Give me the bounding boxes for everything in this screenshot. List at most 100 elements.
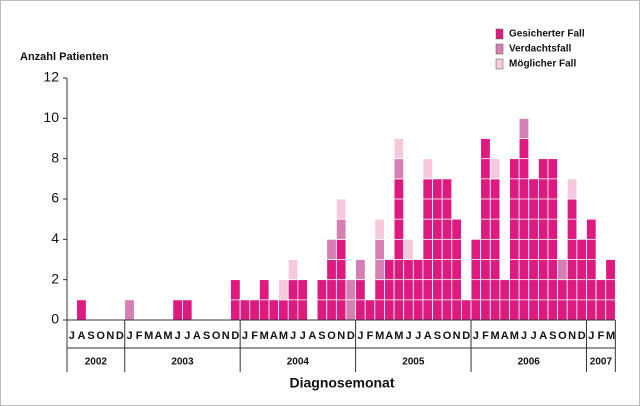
x-tick-label: A [77, 330, 85, 342]
y-tick-label: 8 [51, 149, 59, 165]
x-tick-label: F [598, 330, 605, 342]
x-tick-label: A [424, 330, 432, 342]
x-tick-label: D [347, 330, 355, 342]
y-tick-label: 10 [43, 109, 59, 125]
bar-segment [403, 259, 414, 321]
x-tick-label: S [203, 330, 210, 342]
x-tick-label: F [136, 330, 143, 342]
x-tick-label: J [175, 330, 181, 342]
x-tick-label: D [231, 330, 239, 342]
x-tick-label: S [318, 330, 325, 342]
bar-segment [441, 178, 453, 321]
x-tick-label: F [367, 330, 374, 342]
bar-segment [335, 198, 347, 220]
x-tick-label: S [434, 330, 441, 342]
legend-swatch [495, 43, 504, 55]
x-tick-label: N [106, 330, 114, 342]
bar-segment [518, 117, 530, 139]
x-tick-label: J [184, 330, 190, 342]
year-label: 2006 [518, 357, 541, 368]
legend-label: Gesicherter Fall [509, 29, 585, 40]
x-tick-label: J [126, 330, 132, 342]
x-tick-label: A [501, 330, 509, 342]
x-tick-label: J [588, 330, 594, 342]
x-tick-label: J [415, 330, 421, 342]
bar-segment [278, 279, 289, 301]
x-tick-label: M [394, 330, 403, 342]
x-tick-label: J [357, 330, 363, 342]
bar-segment [76, 299, 87, 321]
bar-segment [403, 238, 414, 260]
bar-segment [278, 299, 289, 321]
x-tick-label: J [473, 330, 479, 342]
x-tick-label: J [531, 330, 537, 342]
bar-segment [374, 218, 385, 240]
bar-segment [287, 259, 299, 281]
bar-segment [518, 138, 530, 321]
x-tick-label: D [578, 330, 586, 342]
y-tick-label: 4 [51, 230, 59, 246]
x-tick-label: J [521, 330, 527, 342]
x-tick-label: J [290, 330, 296, 342]
x-tick-label: N [568, 330, 576, 342]
x-tick-label: S [549, 330, 556, 342]
year-label: 2003 [171, 357, 194, 368]
bar-segment [384, 259, 395, 321]
x-tick-label: J [300, 330, 306, 342]
x-tick-label: M [260, 330, 269, 342]
x-tick-label: O [327, 330, 336, 342]
bar-segment [480, 138, 491, 321]
x-tick-label: A [270, 330, 278, 342]
legend-swatch [495, 28, 504, 40]
bar-segment [412, 259, 424, 321]
x-axis-title: Diagnosemonat [289, 375, 394, 391]
bar-segment [364, 299, 376, 321]
x-tick-label: M [163, 330, 172, 342]
bar-segment [451, 218, 462, 321]
bar-segment [335, 218, 347, 240]
x-tick-label: J [69, 330, 75, 342]
y-tick-label: 2 [51, 270, 59, 286]
bar-segment [172, 299, 183, 321]
bar-segment [393, 158, 405, 180]
x-tick-label: M [491, 330, 500, 342]
bar-segment [557, 259, 568, 281]
y-tick-label: 6 [51, 190, 59, 206]
x-tick-label: D [462, 330, 470, 342]
x-tick-label: S [87, 330, 94, 342]
year-label: 2005 [402, 357, 425, 368]
bar-segment [326, 259, 337, 321]
y-tick-label: 12 [43, 69, 59, 85]
year-label: 2004 [287, 357, 310, 368]
bar-segment [422, 178, 433, 321]
x-tick-label: A [193, 330, 201, 342]
bar-segment [528, 178, 539, 321]
x-tick-label: F [251, 330, 258, 342]
x-tick-label: O [443, 330, 452, 342]
x-tick-label: O [96, 330, 105, 342]
year-label: 2007 [590, 357, 613, 368]
x-tick-label: N [222, 330, 230, 342]
bar-segment [239, 299, 251, 321]
bar-segment [268, 299, 280, 321]
bar-segment [393, 178, 405, 321]
x-tick-label: O [558, 330, 567, 342]
bar-segment [489, 158, 501, 180]
x-tick-label: M [279, 330, 288, 342]
x-tick-label: M [144, 330, 153, 342]
x-tick-label: M [606, 330, 615, 342]
x-tick-label: O [212, 330, 221, 342]
bar-segment [605, 259, 616, 321]
x-tick-label: A [385, 330, 393, 342]
legend-swatch [495, 58, 504, 70]
x-tick-label: A [539, 330, 547, 342]
bar-segment [432, 178, 443, 321]
x-tick-label: D [116, 330, 124, 342]
x-tick-label: J [242, 330, 248, 342]
y-axis-title: Anzahl Patienten [20, 51, 109, 63]
x-tick-label: N [337, 330, 345, 342]
year-label: 2002 [85, 357, 108, 368]
x-tick-label: A [308, 330, 316, 342]
bar-segment [393, 138, 405, 160]
